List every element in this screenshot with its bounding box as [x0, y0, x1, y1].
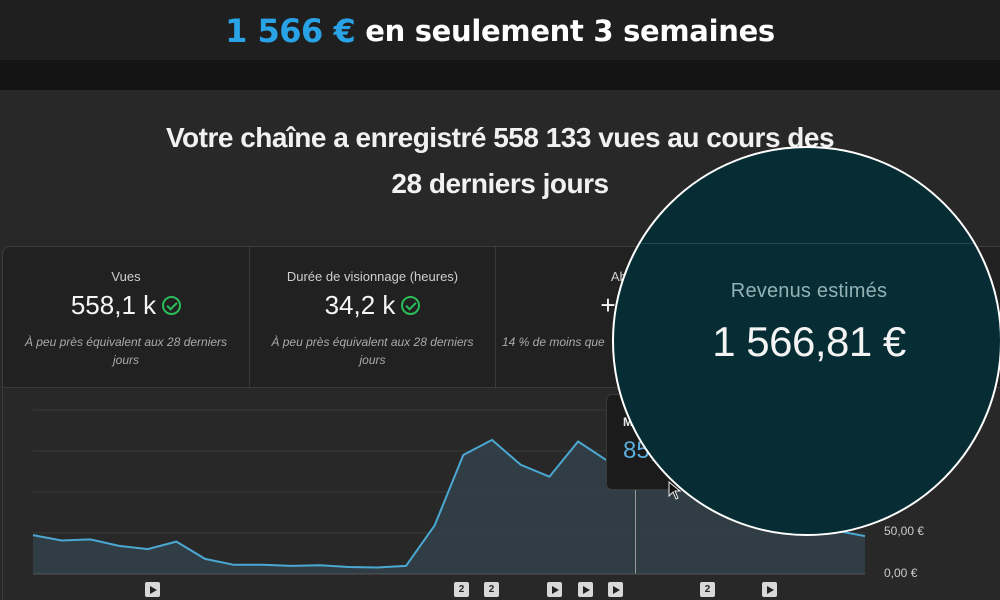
metric-note-line-1: À peu près équivalent aux 28 derniers: [24, 335, 228, 349]
video-play-marker-icon[interactable]: [578, 582, 593, 597]
series-area: [33, 439, 865, 574]
metric-value: 558,1 k: [70, 290, 157, 320]
tooltip-label: M: [623, 415, 633, 429]
metric-note-line-1: À peu près équivalent aux 28 derniers: [271, 335, 474, 349]
video-count-marker[interactable]: 2: [454, 582, 469, 597]
metric-label: Vues: [111, 269, 141, 284]
video-play-marker-icon[interactable]: [145, 582, 160, 597]
revenue-zoom-callout: Revenus estimés 1 566,81 €: [612, 146, 1000, 536]
metric-label: Durée de visionnage (heures): [286, 269, 459, 284]
video-play-marker-icon[interactable]: [762, 582, 777, 597]
banner-amount: 1 566 €: [225, 12, 356, 50]
mouse-cursor-icon: [668, 481, 682, 500]
check-circle-icon: [162, 296, 182, 315]
zoom-divider: [614, 243, 1000, 244]
metric-note-line-2: jours: [359, 353, 386, 367]
metric-tab-views[interactable]: Vues 558,1 k À peu près équivalent aux 2…: [3, 247, 250, 387]
metric-value-row: 34,2 k: [250, 290, 495, 321]
headline-line-2: 28 derniers jours: [391, 168, 609, 199]
video-play-marker-icon[interactable]: [608, 582, 623, 597]
estimated-revenue-value: 1 566,81 €: [712, 318, 906, 365]
check-circle-icon: [401, 296, 421, 315]
top-banner: 1 566 € en seulement 3 semaines: [0, 0, 1000, 62]
metric-value-row: 558,1 k: [3, 290, 249, 321]
y-tick-label: 50,00 €: [884, 524, 925, 538]
video-play-marker-icon[interactable]: [547, 582, 562, 597]
banner-divider-band: [0, 60, 1000, 90]
estimated-revenue-label: Revenus estimés: [730, 280, 888, 302]
banner-tagline: en seulement 3 semaines: [365, 14, 775, 48]
video-count-marker[interactable]: 2: [700, 582, 715, 597]
headline-line-1: Votre chaîne a enregistré 558 133 vues a…: [165, 122, 835, 153]
page-headline: Votre chaîne a enregistré 558 133 vues a…: [90, 115, 910, 207]
metric-note: À peu près équivalent aux 28 derniers jo…: [3, 333, 249, 369]
metric-note-line-1: 14 % de moins que: [502, 335, 605, 349]
metric-note: À peu près équivalent aux 28 derniers jo…: [250, 333, 495, 369]
metric-note: 14 % de moins que: [496, 333, 756, 351]
y-tick-label: 0,00 €: [884, 566, 918, 580]
metric-note-line-2: jours: [112, 353, 139, 367]
video-count-marker[interactable]: 2: [484, 582, 499, 597]
metric-tab-watch-time[interactable]: Durée de visionnage (heures) 34,2 k À pe…: [250, 247, 496, 387]
metric-value: 34,2 k: [324, 290, 396, 320]
